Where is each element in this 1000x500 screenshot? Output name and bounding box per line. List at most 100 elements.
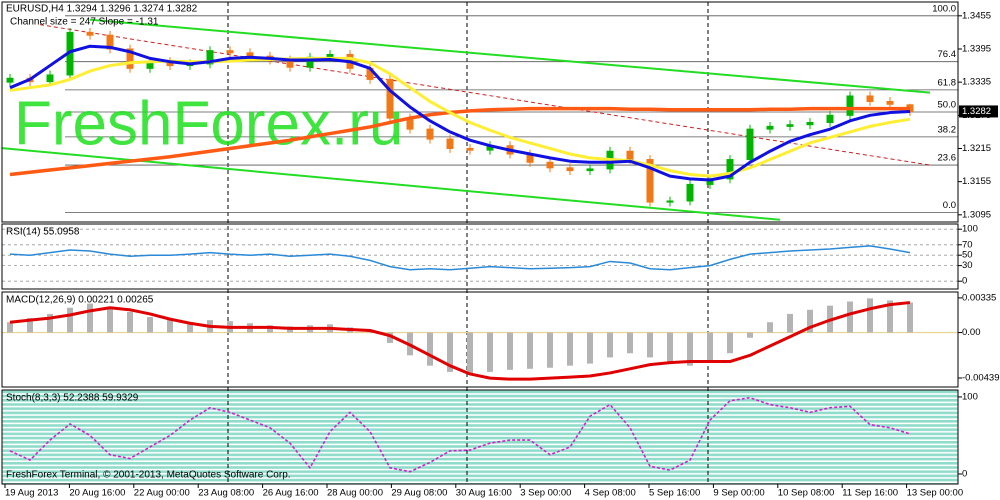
panel-title: Stoch(8,3,3) 52.2388 59.9329 [6,393,139,404]
candle-body [866,95,874,102]
candle-body [446,138,454,149]
candle-body [326,54,334,58]
current-price-label: 1.3282 [962,106,991,117]
histogram-bar [687,332,693,366]
histogram-bar [727,332,733,354]
y-tick-label: 0.00335 [962,292,996,303]
histogram-bar [67,307,73,333]
histogram-bar [547,332,553,368]
fib-label: 76.4 [938,49,957,60]
candle-body [586,168,594,172]
candle-body [86,31,94,36]
chart-title: EURUSD,H4 1.3294 1.3296 1.3274 1.3282 [6,4,198,15]
y-tick-label: 1.3335 [962,77,991,88]
histogram-bar [127,311,133,333]
y-tick-label: 50 [962,250,973,261]
panel-title: RSI(14) 55.0958 [6,227,80,238]
histogram-bar [667,332,673,364]
candle-body [846,95,854,116]
y-tick-label: 70 [962,239,973,250]
x-tick-label: 19 Aug 2013 [5,488,58,499]
histogram-bar [107,306,113,333]
candle-body [546,161,554,169]
panel-frame [1,389,959,485]
histogram-bar [87,303,93,333]
panel-frame [1,1,959,223]
histogram-bar [7,322,13,333]
candle-body [566,167,574,172]
y-tick-label: 0 [962,468,967,479]
histogram-bar [27,318,33,333]
histogram-bar [707,332,713,362]
candle-body [666,200,674,203]
panel-frame [1,291,959,388]
x-tick-label: 10 Sep 08:00 [778,488,835,499]
current-price-tag [959,105,998,118]
candle-body [226,50,234,54]
fib-label: 61.8 [938,77,957,88]
y-tick-label: 1.3215 [962,143,991,154]
x-tick-label: 26 Aug 16:00 [263,488,319,499]
x-tick-label: 11 Sep 16:00 [842,488,898,499]
panel-title: MACD(12,26,9) 0.00221 0.00265 [6,295,154,306]
histogram-bar [147,317,153,333]
histogram-bar [607,332,613,358]
trend-line [2,147,781,221]
candle-body [766,125,774,130]
candle-body [726,159,734,180]
histogram-bar [587,332,593,364]
histogram-bar [487,332,493,372]
fib-label: 23.6 [938,153,957,164]
y-tick-label: 1.3095 [962,209,991,220]
stoch-background [2,390,958,484]
candle-body [626,150,634,161]
fib-label: 50.0 [938,100,957,111]
y-tick-label: 30 [962,260,973,271]
histogram-bar [767,322,773,333]
x-tick-label: 5 Sep 16:00 [649,488,700,499]
candle-body [826,114,834,124]
histogram-bar [847,301,853,333]
y-tick-label: 100 [962,224,978,235]
x-tick-label: 30 Aug 16:00 [456,488,512,499]
histogram-bar [627,332,633,354]
x-tick-label: 23 Aug 08:00 [198,488,254,499]
chart-subtitle: Channel size = 247 Slope = -1.31 [10,17,159,28]
histogram-bar [47,313,53,333]
indicator-line [9,245,911,271]
indicator-line [9,106,910,177]
candle-body [126,48,134,69]
x-tick-label: 22 Aug 00:00 [134,488,190,499]
footer-note: FreshForex Terminal, © 2001-2013, MetaQu… [6,470,291,481]
fib-label: 100.0 [932,3,956,14]
x-tick-label: 4 Sep 08:00 [585,488,636,499]
watermark: FreshForex.ru [14,89,403,158]
x-tick-label: 29 Aug 08:00 [391,488,447,499]
y-tick-label: 1.3155 [962,176,991,187]
histogram-bar [447,332,453,372]
fib-label: 38.2 [938,124,957,135]
candle-body [886,100,894,105]
x-tick-label: 13 Sep 00:00 [907,488,964,499]
histogram-bar [187,322,193,333]
candle-body [426,128,434,140]
fib-label: 0.0 [943,200,956,211]
candle-body [6,77,14,83]
histogram-bar [647,332,653,358]
y-tick-label: 1.3455 [962,10,991,21]
x-tick-label: 3 Sep 00:00 [520,488,571,499]
histogram-bar [887,300,893,333]
candle-body [206,50,214,65]
panel-frame [1,223,959,290]
x-tick-label: 28 Aug 00:00 [327,488,383,499]
histogram-bar [427,332,433,366]
x-tick-label: 20 Aug 16:00 [69,488,125,499]
indicator-line [9,44,911,182]
histogram-bar [807,309,813,333]
y-tick-label: 0.00 [962,327,981,338]
histogram-bar [867,298,873,333]
candle-body [746,128,754,161]
x-tick-label: 9 Sep 00:00 [713,488,764,499]
candle-body [106,34,114,50]
